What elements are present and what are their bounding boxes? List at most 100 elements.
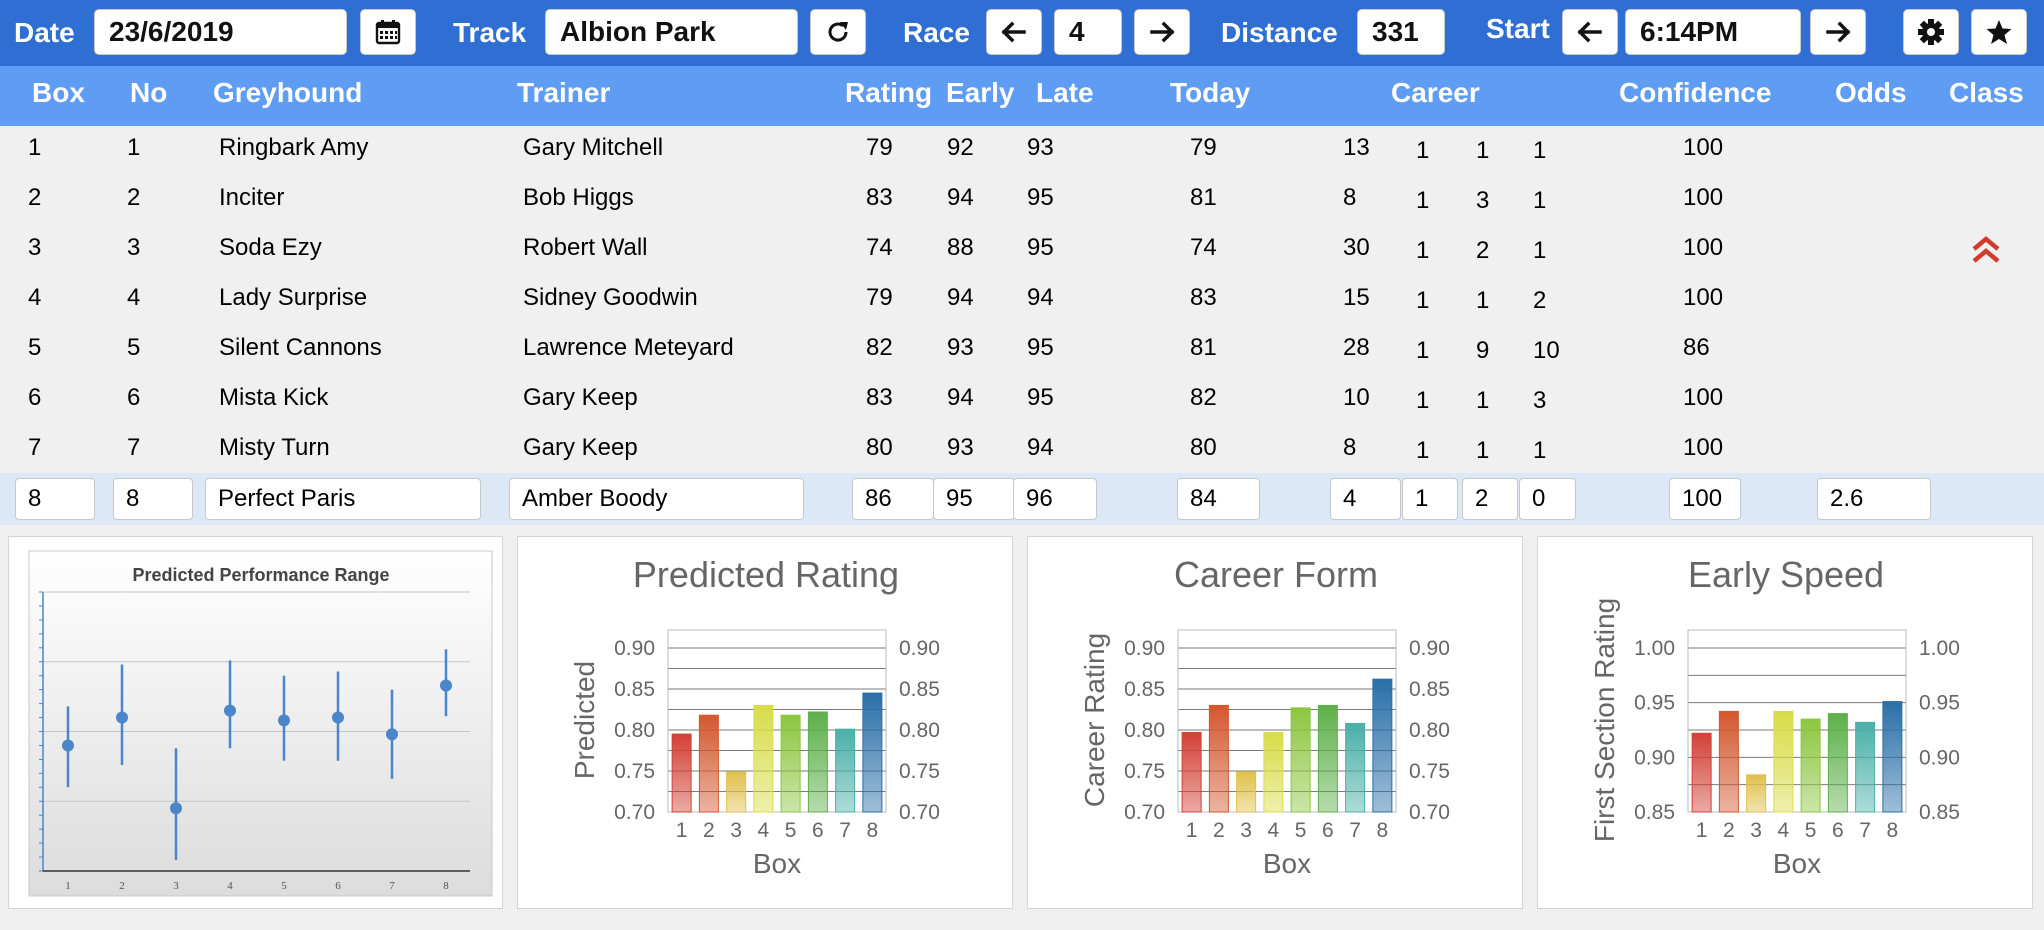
range-point [62,739,74,752]
distance-field[interactable]: 331 [1357,9,1445,55]
start-prev-button[interactable] [1562,9,1618,55]
calendar-icon [375,20,401,45]
cell-box: 5 [28,334,42,361]
cell-career-seconds: 1 [1476,287,1490,314]
table-row[interactable]: 1 1 Ringbark Amy Gary Mitchell 79 92 93 … [0,123,2044,173]
edit-early[interactable]: 95 [933,478,1015,520]
cell-today: 82 [1190,384,1217,411]
y-tick-label-left: 0.75 [614,760,655,783]
header-today[interactable]: Today [1170,77,1251,108]
start-time-field[interactable]: 6:14PM [1625,9,1801,55]
cell-trainer: Lawrence Meteyard [523,334,734,361]
table-row[interactable]: 5 5 Silent Cannons Lawrence Meteyard 82 … [0,323,2044,373]
x-tick-label: 5 [1805,819,1817,842]
cell-career-starts: 15 [1343,284,1370,311]
cell-late: 94 [1027,434,1054,461]
race-next-button[interactable] [1134,9,1190,55]
race-label: Race [903,17,970,48]
header-greyhound[interactable]: Greyhound [213,77,363,108]
edit-today[interactable]: 84 [1177,478,1260,520]
performance-range-chart: Predicted Performance Range 1 2 3 4 5 6 7 8 [28,550,493,897]
refresh-icon [828,22,848,42]
range-point [386,728,398,741]
x-tick-label: 7 [839,819,851,842]
cell-rating: 79 [866,284,893,311]
header-career[interactable]: Career [1391,77,1480,108]
refresh-button[interactable] [810,9,866,55]
x-tick-label: 1 [1186,819,1198,842]
bar [807,711,828,813]
star-icon [1986,20,2012,44]
cell-greyhound: Lady Surprise [219,284,368,311]
race-field[interactable]: 4 [1054,9,1122,55]
cell-late: 95 [1027,234,1054,261]
arrow-right-icon [1826,21,1851,43]
edit-odds[interactable]: 2.6 [1817,478,1931,520]
race-prev-button[interactable] [986,9,1042,55]
cell-career-thirds: 10 [1533,337,1560,364]
cell-rating: 74 [866,234,893,261]
calendar-button[interactable] [360,9,416,55]
table-row[interactable]: 7 7 Misty Turn Gary Keep 80 93 94 80 8 1… [0,423,2044,473]
table-row-selected[interactable]: 8 8 Perfect Paris Amber Boody 86 95 96 8… [0,473,2044,525]
start-next-button[interactable] [1810,9,1866,55]
edit-career-starts[interactable]: 4 [1330,478,1401,520]
x-tick-label: 5 [281,880,287,892]
header-late[interactable]: Late [1036,77,1094,108]
edit-greyhound[interactable]: Perfect Paris [205,478,481,520]
edit-late[interactable]: 96 [1013,478,1097,520]
settings-button[interactable] [1903,9,1959,55]
x-tick-label: 4 [1268,819,1280,842]
edit-career-seconds[interactable]: 2 [1462,478,1518,520]
header-rating[interactable]: Rating [845,77,933,108]
header-early[interactable]: Early [946,77,1015,108]
edit-rating[interactable]: 86 [852,478,934,520]
edit-no[interactable]: 8 [113,478,193,520]
cell-career-starts: 8 [1343,434,1357,461]
edit-career-wins[interactable]: 1 [1402,478,1458,520]
y-tick-label-left: 0.95 [1634,692,1675,715]
cell-confidence: 100 [1683,184,1724,211]
cell-rating: 80 [866,434,893,461]
cell-career-seconds: 9 [1476,337,1490,364]
y-tick-label-right: 0.90 [1919,746,1960,769]
header-no[interactable]: No [130,77,168,108]
cell-trainer: Robert Wall [523,234,648,261]
cell-no: 4 [127,284,141,311]
x-tick-label: 7 [1349,819,1361,842]
cell-late: 95 [1027,384,1054,411]
cell-trainer: Gary Keep [523,384,638,411]
header-box[interactable]: Box [32,77,85,108]
y-tick-label-right: 0.75 [899,760,940,783]
header-trainer[interactable]: Trainer [517,77,611,108]
y-tick-label-left: 0.75 [1124,760,1165,783]
table-row[interactable]: 3 3 Soda Ezy Robert Wall 74 88 95 74 30 … [0,223,2044,273]
bar [862,692,883,813]
edit-trainer[interactable]: Amber Boody [509,478,804,520]
bar [726,771,747,813]
y-tick-label-left: 0.85 [1634,801,1675,824]
header-confidence[interactable]: Confidence [1619,77,1772,108]
x-tick-label: 4 [227,880,233,892]
edit-confidence[interactable]: 100 [1669,478,1741,520]
y-tick-label-right: 0.70 [899,801,940,824]
track-field[interactable]: Albion Park [545,9,798,55]
header-class[interactable]: Class [1949,77,2024,108]
x-tick-label: 7 [389,880,395,892]
table-row[interactable]: 6 6 Mista Kick Gary Keep 83 94 95 82 10 … [0,373,2044,423]
edit-box[interactable]: 8 [15,478,95,520]
table-row[interactable]: 2 2 Inciter Bob Higgs 83 94 95 81 8 1 3 … [0,173,2044,223]
cell-career-wins: 1 [1416,387,1430,414]
edit-career-thirds[interactable]: 0 [1519,478,1576,520]
toolbar: Date 23/6/2019 Track Albion Park Race 4 … [0,0,2044,66]
date-field[interactable]: 23/6/2019 [94,9,347,55]
cell-box: 6 [28,384,42,411]
table-row[interactable]: 4 4 Lady Surprise Sidney Goodwin 79 94 9… [0,273,2044,323]
favourite-button[interactable] [1971,9,2027,55]
y-axis-label: Predicted [569,661,600,779]
cell-early: 93 [947,434,974,461]
cell-trainer: Sidney Goodwin [523,284,698,311]
header-odds[interactable]: Odds [1835,77,1907,108]
x-tick-label: 2 [1723,819,1735,842]
cell-rating: 83 [866,184,893,211]
